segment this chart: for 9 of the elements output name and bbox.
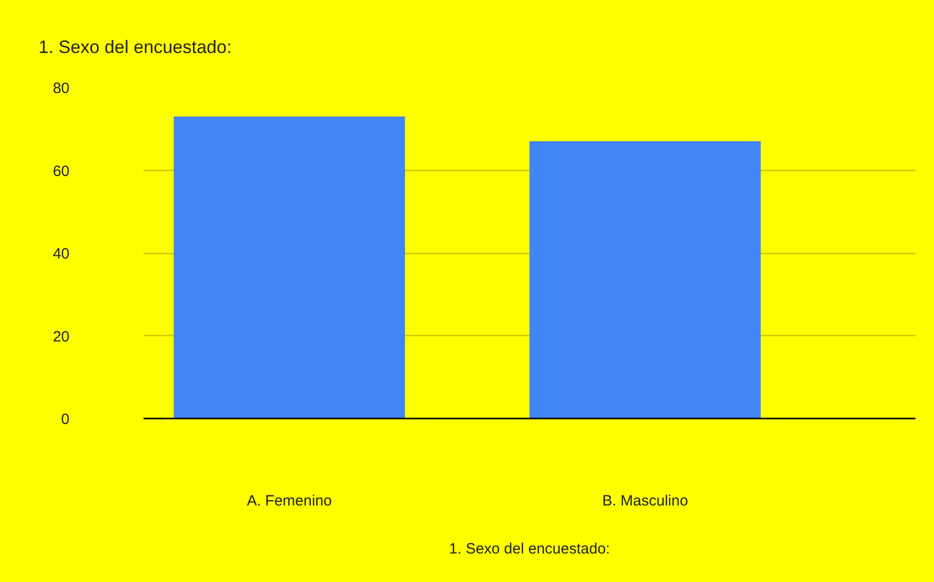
- x-tick-label: B. Masculino: [602, 492, 688, 510]
- y-tick-label: 80: [52, 80, 70, 97]
- y-tick-label: 40: [52, 246, 70, 262]
- y-tick-label: 20: [52, 328, 70, 346]
- chart-title: 1. Sexo del encuestado:: [38, 37, 232, 57]
- x-axis-title: 1. Sexo del encuestado:: [449, 540, 610, 558]
- x-tick-label: A. Femenino: [246, 492, 332, 510]
- y-tick-label: 60: [52, 162, 70, 180]
- y-tick-label: 0: [61, 411, 70, 428]
